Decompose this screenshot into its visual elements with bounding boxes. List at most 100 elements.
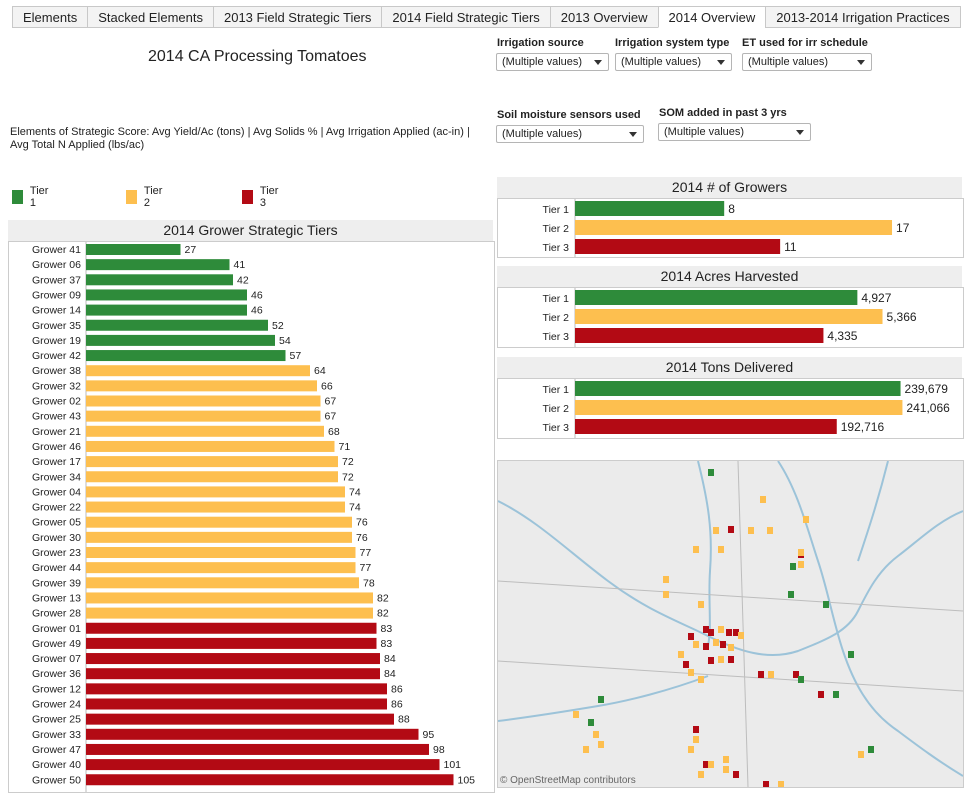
grower-bar[interactable] [86, 683, 387, 695]
field-marker[interactable] [693, 726, 699, 733]
grower-bar[interactable] [86, 774, 454, 786]
field-marker[interactable] [598, 696, 604, 703]
grower-bar[interactable] [86, 713, 394, 725]
field-map[interactable]: © OpenStreetMap contributors [497, 460, 964, 788]
tier-bar[interactable] [575, 239, 781, 254]
grower-bar[interactable] [86, 365, 310, 377]
field-marker[interactable] [698, 601, 704, 608]
grower-bar[interactable] [86, 501, 345, 513]
field-marker[interactable] [678, 651, 684, 658]
field-marker[interactable] [748, 527, 754, 534]
field-marker[interactable] [688, 669, 694, 676]
grower-bar[interactable] [86, 259, 230, 271]
field-marker[interactable] [790, 563, 796, 570]
grower-bar[interactable] [86, 486, 345, 498]
field-marker[interactable] [833, 691, 839, 698]
tier-bar[interactable] [575, 290, 858, 305]
grower-bar[interactable] [86, 516, 352, 528]
grower-bar[interactable] [86, 410, 321, 422]
tab-stacked-elements[interactable]: Stacked Elements [87, 6, 213, 28]
field-marker[interactable] [663, 591, 669, 598]
field-marker[interactable] [713, 527, 719, 534]
grower-bar[interactable] [86, 425, 324, 437]
irrigation-system-type-dropdown[interactable]: (Multiple values) [615, 53, 732, 71]
field-marker[interactable] [858, 751, 864, 758]
field-marker[interactable] [663, 576, 669, 583]
field-marker[interactable] [768, 671, 774, 678]
grower-bar[interactable] [86, 592, 373, 604]
field-marker[interactable] [693, 736, 699, 743]
grower-bar[interactable] [86, 577, 359, 589]
grower-bar[interactable] [86, 759, 440, 771]
field-marker[interactable] [708, 761, 714, 768]
grower-bar[interactable] [86, 547, 356, 558]
tab-elements[interactable]: Elements [12, 6, 88, 28]
field-marker[interactable] [588, 719, 594, 726]
tier-bar[interactable] [575, 419, 837, 434]
legend-item-tier-1[interactable]: Tier 1 [12, 185, 52, 209]
field-marker[interactable] [708, 629, 714, 636]
legend-item-tier-2[interactable]: Tier 2 [126, 185, 166, 209]
grower-bar[interactable] [86, 653, 380, 665]
tier-bar[interactable] [575, 201, 725, 216]
field-marker[interactable] [798, 676, 804, 683]
field-marker[interactable] [708, 469, 714, 476]
grower-bar[interactable] [86, 350, 286, 362]
irrigation-source-dropdown[interactable]: (Multiple values) [496, 53, 609, 71]
field-marker[interactable] [728, 656, 734, 663]
tier-bar[interactable] [575, 400, 903, 415]
field-marker[interactable] [698, 771, 704, 778]
grower-bar[interactable] [86, 380, 317, 392]
grower-bar[interactable] [86, 728, 419, 740]
field-marker[interactable] [718, 656, 724, 663]
grower-bar[interactable] [86, 274, 233, 286]
grower-bar[interactable] [86, 637, 377, 649]
field-marker[interactable] [788, 591, 794, 598]
field-marker[interactable] [778, 781, 784, 787]
grower-bar[interactable] [86, 456, 338, 468]
field-marker[interactable] [593, 731, 599, 738]
grower-bar[interactable] [86, 440, 335, 452]
field-marker[interactable] [583, 746, 589, 753]
tier-bar[interactable] [575, 328, 824, 343]
field-marker[interactable] [573, 711, 579, 718]
tab-2014-field-strategic-tiers[interactable]: 2014 Field Strategic Tiers [381, 6, 550, 28]
grower-bar[interactable] [86, 622, 377, 634]
grower-bar[interactable] [86, 319, 268, 331]
field-marker[interactable] [703, 626, 709, 633]
grower-bar[interactable] [86, 743, 429, 755]
grower-bar[interactable] [86, 304, 247, 316]
field-marker[interactable] [738, 632, 744, 639]
grower-bar[interactable] [86, 668, 380, 680]
grower-bar[interactable] [86, 607, 373, 619]
field-marker[interactable] [798, 549, 804, 556]
soil-moisture-dropdown[interactable]: (Multiple values) [496, 125, 644, 143]
field-marker[interactable] [818, 691, 824, 698]
grower-bar[interactable] [86, 698, 387, 710]
grower-bar[interactable] [86, 562, 356, 574]
field-marker[interactable] [688, 746, 694, 753]
tier-bar[interactable] [575, 220, 893, 235]
field-marker[interactable] [763, 781, 769, 787]
grower-bar[interactable] [86, 471, 338, 483]
grower-bar[interactable] [86, 244, 181, 255]
tier-bar[interactable] [575, 309, 883, 324]
grower-bar[interactable] [86, 334, 275, 346]
legend-item-tier-3[interactable]: Tier 3 [242, 185, 282, 209]
field-marker[interactable] [728, 526, 734, 533]
tier-bar[interactable] [575, 381, 901, 396]
tab-2014-overview[interactable]: 2014 Overview [657, 6, 766, 28]
grower-bar[interactable] [86, 531, 352, 543]
field-marker[interactable] [848, 651, 854, 658]
tab-2013-2014-irrigation-practices[interactable]: 2013-2014 Irrigation Practices [765, 6, 961, 28]
field-marker[interactable] [767, 527, 773, 534]
field-marker[interactable] [703, 643, 709, 650]
grower-bar[interactable] [86, 395, 321, 407]
field-marker[interactable] [726, 629, 732, 636]
field-marker[interactable] [718, 626, 724, 633]
field-marker[interactable] [698, 676, 704, 683]
field-marker[interactable] [723, 766, 729, 773]
field-marker[interactable] [733, 771, 739, 778]
field-marker[interactable] [798, 561, 804, 568]
field-marker[interactable] [793, 671, 799, 678]
